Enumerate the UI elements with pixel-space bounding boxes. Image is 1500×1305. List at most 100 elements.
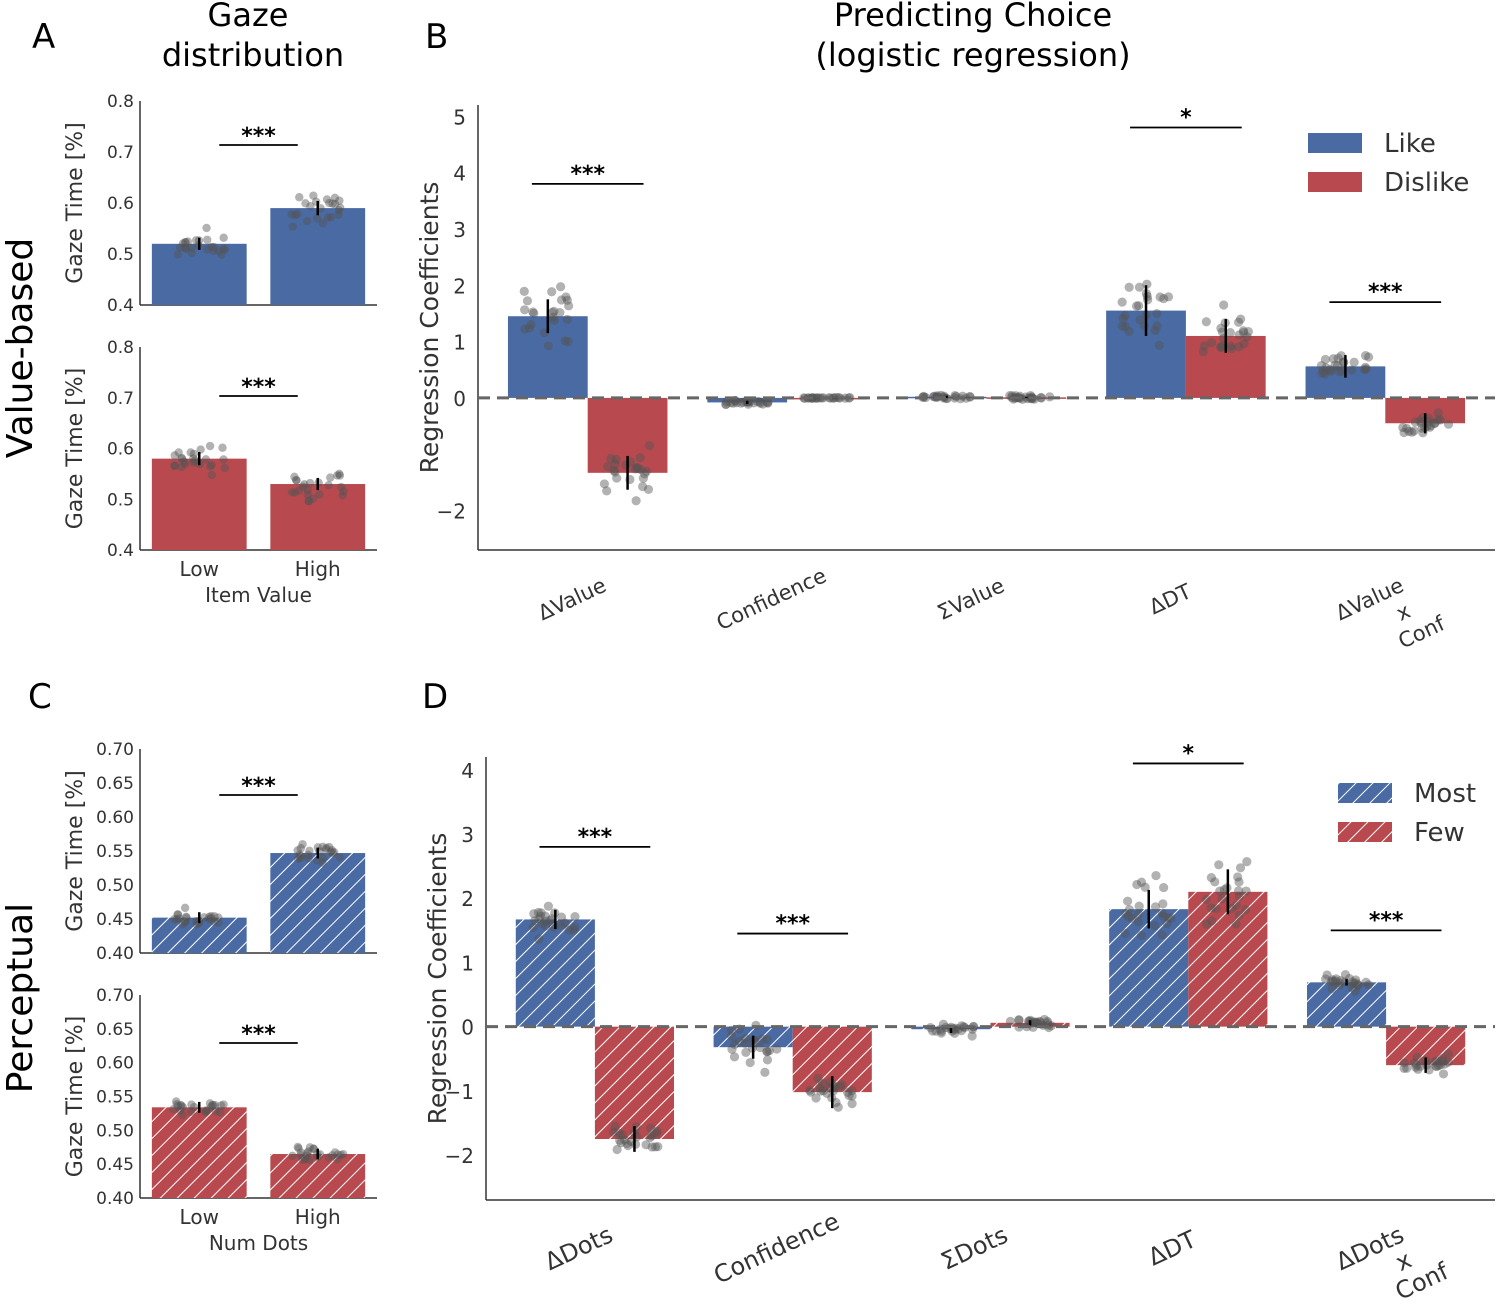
C_top-data-point (295, 850, 304, 859)
D-data-point (1399, 1063, 1409, 1073)
B-data-point (1361, 364, 1371, 374)
D-data-point (1412, 1060, 1422, 1071)
D-data-point (1158, 911, 1168, 921)
C_bottom-data-point (296, 1148, 306, 1157)
C_top-data-point (194, 918, 204, 928)
panel-letter-d: D (422, 677, 448, 717)
A_top-data-point (291, 210, 300, 220)
B-data-point (548, 312, 558, 322)
D-data-point (1127, 913, 1137, 923)
D-data-point (556, 920, 566, 930)
C_top-data-point (313, 843, 323, 852)
A_top-data-point (181, 243, 190, 253)
B-data-point (1239, 327, 1249, 338)
D-legend-label-few: Few (1414, 818, 1465, 848)
B-data-point (547, 307, 557, 318)
A_top-data-point (202, 245, 212, 254)
B-data-point (529, 308, 539, 318)
D-data-point (1413, 1064, 1423, 1074)
D-data-point (1158, 899, 1168, 909)
C_top-data-point (321, 845, 331, 854)
B-data-point (1330, 360, 1340, 370)
A_bottom-data-point (294, 486, 304, 495)
A_top-data-point (187, 248, 197, 258)
B-category-label-line: ΔValue (534, 573, 609, 625)
A_bottom-data-point (338, 491, 347, 500)
D-data-point (652, 1126, 662, 1136)
B-data-point (1219, 300, 1229, 310)
A_bottom-data-point (290, 472, 299, 482)
B-data-point (1124, 326, 1134, 337)
D-data-point (1242, 856, 1252, 867)
D-data-point (1134, 901, 1144, 911)
B-data-point (606, 454, 616, 464)
D-data-point (560, 918, 570, 928)
C_top-ytick-label: 0.45 (96, 910, 134, 930)
D-data-point (1353, 980, 1363, 990)
D-data-point (541, 916, 551, 926)
B-data-point (1117, 321, 1128, 331)
A_bottom-data-point (304, 496, 313, 506)
C_top-data-point (303, 850, 313, 860)
A_bottom-ylabel: Gaze Time [%] (63, 368, 88, 530)
D-category-label: ΔDT (1144, 1225, 1201, 1271)
A_bottom-significance-stars: *** (241, 375, 276, 400)
D-data-point (617, 1129, 627, 1140)
A_bottom-data-point (179, 457, 189, 466)
D-data-point (1157, 908, 1167, 918)
C_bottom-xtick-label: Low (180, 1205, 219, 1229)
B-data-point (1134, 301, 1144, 311)
B-data-point (602, 486, 612, 496)
A_bottom-data-point (170, 461, 179, 470)
B-category-label-line: ΣValue (934, 573, 1008, 625)
D-data-point (1361, 977, 1371, 987)
D-data-point (760, 1067, 770, 1077)
D-data-point (1432, 1056, 1442, 1066)
B-data-point (1416, 418, 1426, 428)
B-data-point (549, 315, 559, 325)
B-data-point (758, 399, 768, 409)
B-data-point (639, 469, 650, 479)
C_top-data-point (180, 903, 190, 913)
B-data-point (1426, 421, 1436, 431)
D-data-point (1433, 1060, 1444, 1071)
B-data-point (1242, 332, 1252, 342)
C_bottom-significance-stars: *** (241, 1022, 276, 1047)
C_top-data-point (173, 910, 182, 919)
D-data-point (615, 1135, 625, 1146)
B-data-point (1333, 353, 1343, 363)
A_bottom-ytick-label: 0.6 (107, 440, 134, 460)
A_top-data-point (293, 209, 302, 219)
B-data-point (812, 393, 823, 403)
C_top-data-point (328, 848, 338, 858)
B-data-point (636, 465, 646, 475)
D-data-point (1166, 913, 1176, 923)
D-data-point (533, 907, 544, 918)
B-data-point (1336, 351, 1346, 361)
D-data-point (1124, 905, 1134, 915)
D-data-point (1234, 877, 1244, 887)
B-data-point (1216, 323, 1226, 333)
C_top-data-point (178, 920, 187, 929)
D-data-point (1120, 928, 1130, 939)
D-data-point (1233, 872, 1243, 882)
D-data-point (729, 1039, 740, 1049)
B-data-point (1142, 279, 1152, 289)
C_bottom-data-point (304, 1155, 314, 1165)
B-data-point (1333, 361, 1343, 371)
D-bar-most-0 (515, 919, 595, 1027)
A_top-ytick-label: 0.5 (107, 245, 134, 265)
B-data-point (524, 323, 535, 333)
B-data-point (522, 296, 533, 306)
D-data-point (1399, 1058, 1409, 1068)
C_top-ytick-label: 0.50 (96, 876, 134, 896)
title-a-line1: Gaze (208, 0, 289, 34)
panel-letter-b: B (425, 17, 448, 57)
A_bottom-ytick-label: 0.8 (107, 338, 134, 358)
D-data-point (1411, 1062, 1421, 1072)
D-data-point (956, 1026, 967, 1036)
A_top-ylabel: Gaze Time [%] (63, 122, 88, 284)
D-data-point (818, 1086, 829, 1096)
C_bottom-xlabel: Num Dots (209, 1231, 308, 1255)
B-data-point (1226, 343, 1237, 354)
